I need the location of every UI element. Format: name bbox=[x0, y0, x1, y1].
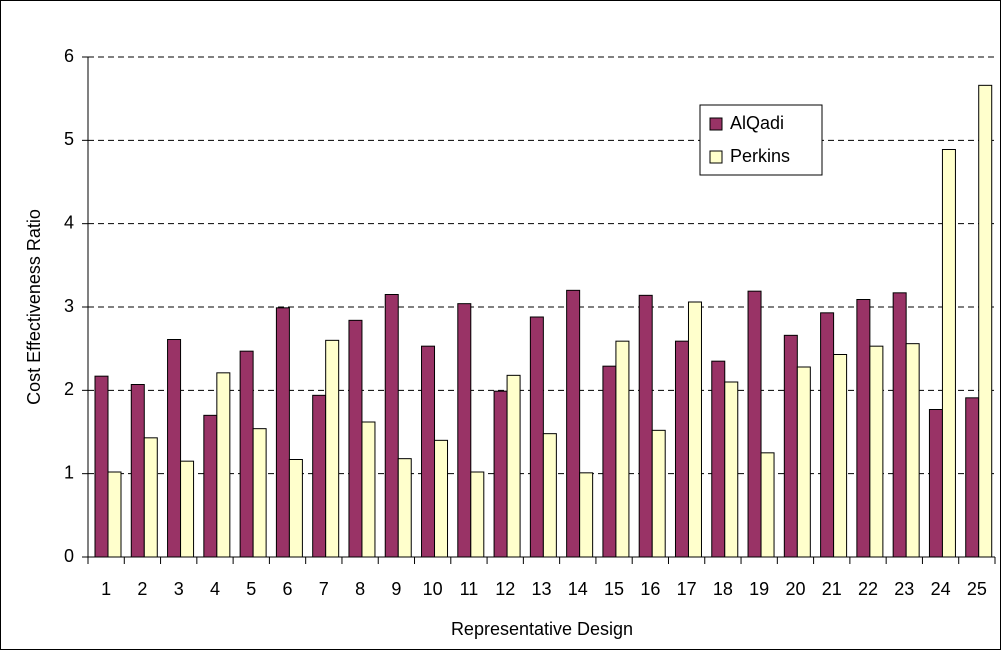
bar bbox=[361, 421, 376, 558]
bar bbox=[493, 390, 508, 558]
x-tick-label: 8 bbox=[355, 579, 365, 599]
bar bbox=[434, 439, 449, 558]
x-tick-label: 2 bbox=[137, 579, 147, 599]
x-tick-label: 15 bbox=[604, 579, 624, 599]
bar bbox=[239, 350, 254, 558]
bar bbox=[892, 292, 907, 558]
bar bbox=[928, 409, 943, 558]
bar bbox=[566, 289, 581, 558]
x-tick-label: 24 bbox=[931, 579, 951, 599]
bar bbox=[978, 84, 993, 558]
y-tick-label: 2 bbox=[64, 379, 74, 399]
x-tick-label: 22 bbox=[858, 579, 878, 599]
x-tick-label: 23 bbox=[894, 579, 914, 599]
bar bbox=[506, 374, 521, 558]
bar bbox=[542, 433, 557, 558]
bar bbox=[760, 452, 775, 558]
bar bbox=[579, 472, 594, 558]
x-tick-label: 18 bbox=[713, 579, 733, 599]
bar bbox=[711, 360, 726, 558]
x-tick-label: 10 bbox=[423, 579, 443, 599]
x-axis-title: Representative Design bbox=[451, 619, 633, 639]
legend-swatch bbox=[709, 117, 723, 131]
bar bbox=[724, 381, 739, 558]
bar bbox=[820, 312, 835, 558]
bar bbox=[747, 290, 762, 558]
y-axis-title: Cost Effectiveness Ratio bbox=[24, 209, 44, 405]
x-tick-label: 7 bbox=[319, 579, 329, 599]
bar bbox=[143, 437, 158, 558]
bar bbox=[275, 307, 290, 558]
bar bbox=[651, 429, 666, 558]
x-tick-label: 13 bbox=[531, 579, 551, 599]
bar bbox=[905, 343, 920, 558]
x-tick-label: 6 bbox=[283, 579, 293, 599]
bar bbox=[529, 316, 544, 558]
bar bbox=[856, 299, 871, 558]
x-tick-label: 16 bbox=[640, 579, 660, 599]
bar bbox=[638, 294, 653, 558]
x-tick-label: 12 bbox=[495, 579, 515, 599]
bar bbox=[687, 301, 702, 558]
legend-label: Perkins bbox=[730, 146, 790, 166]
bar bbox=[203, 414, 218, 558]
y-tick-label: 4 bbox=[64, 212, 74, 232]
x-tick-label: 3 bbox=[174, 579, 184, 599]
y-tick-label: 1 bbox=[64, 462, 74, 482]
bar bbox=[470, 471, 485, 558]
bar bbox=[869, 345, 884, 558]
bar bbox=[130, 384, 145, 558]
y-tick-label: 6 bbox=[64, 46, 74, 66]
bar bbox=[941, 149, 956, 558]
y-tick-label: 0 bbox=[64, 546, 74, 566]
bar bbox=[796, 366, 811, 558]
bar bbox=[397, 458, 412, 558]
bar bbox=[384, 294, 399, 558]
bar bbox=[94, 375, 109, 558]
x-tick-label: 1 bbox=[101, 579, 111, 599]
bar bbox=[107, 471, 122, 558]
x-tick-label: 11 bbox=[460, 579, 479, 599]
x-tick-label: 25 bbox=[967, 579, 987, 599]
bar bbox=[348, 319, 363, 558]
x-tick-label: 14 bbox=[568, 579, 588, 599]
x-tick-label: 9 bbox=[391, 579, 401, 599]
bar bbox=[167, 339, 182, 558]
x-tick-label: 4 bbox=[210, 579, 220, 599]
bar bbox=[602, 365, 617, 558]
bar bbox=[312, 394, 327, 558]
y-tick-label: 5 bbox=[64, 129, 74, 149]
bar bbox=[783, 334, 798, 558]
bar bbox=[252, 428, 267, 558]
bar bbox=[180, 460, 195, 558]
bar bbox=[421, 345, 436, 558]
x-tick-label: 21 bbox=[822, 579, 842, 599]
bar bbox=[615, 340, 630, 558]
bar bbox=[325, 339, 340, 558]
bar bbox=[674, 340, 689, 558]
x-tick-label: 19 bbox=[749, 579, 769, 599]
y-tick-label: 3 bbox=[64, 296, 74, 316]
bar bbox=[833, 354, 848, 558]
bar bbox=[965, 397, 980, 558]
legend-swatch bbox=[709, 150, 723, 164]
legend-label: AlQadi bbox=[730, 113, 784, 133]
bar bbox=[216, 372, 231, 558]
x-tick-label: 17 bbox=[677, 579, 697, 599]
bar bbox=[288, 459, 303, 558]
bar bbox=[457, 303, 472, 558]
x-tick-label: 20 bbox=[785, 579, 805, 599]
x-tick-label: 5 bbox=[246, 579, 256, 599]
